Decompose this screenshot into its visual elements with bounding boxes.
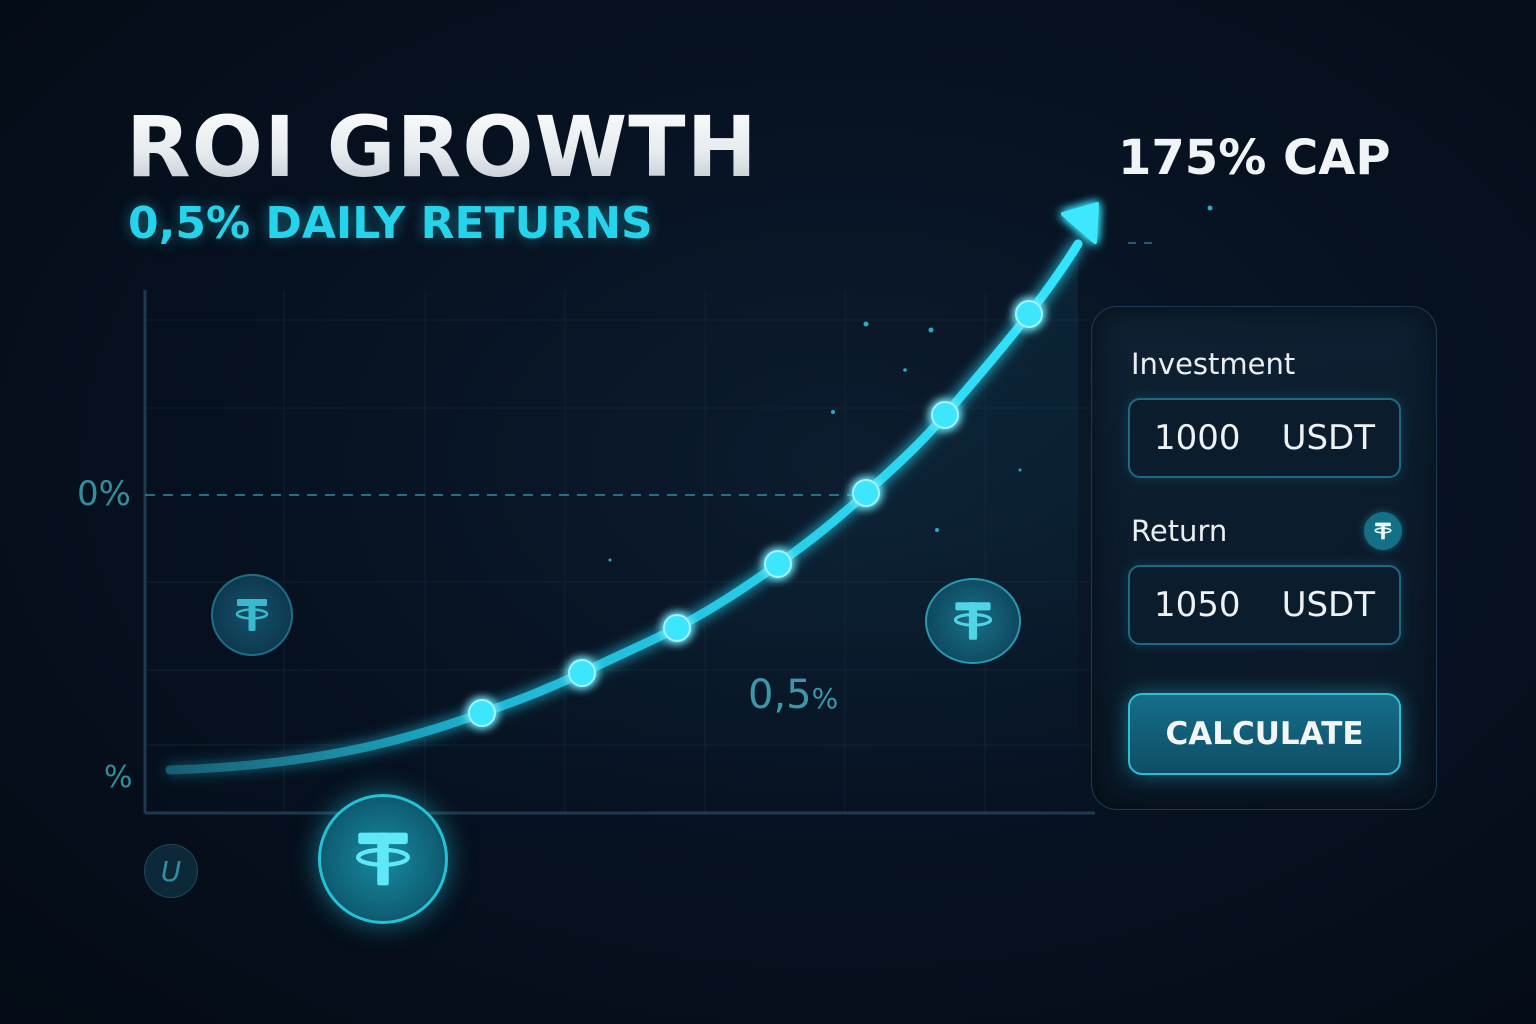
return-value: 1050	[1154, 585, 1241, 625]
return-output[interactable]: 1050 USDT	[1128, 565, 1401, 645]
curve-marker-5	[852, 479, 880, 507]
tether-icon	[953, 602, 993, 640]
investment-value: 1000	[1154, 418, 1241, 458]
tether-coin-bottom	[318, 794, 448, 924]
tether-coin-left	[211, 574, 293, 656]
tether-icon	[235, 599, 269, 631]
tether-icon	[1364, 512, 1402, 550]
u-coin-icon: U	[144, 844, 198, 898]
investment-label: Investment	[1131, 347, 1296, 381]
investment-currency: USDT	[1281, 418, 1375, 458]
tether-icon	[356, 832, 410, 886]
page-subtitle: 0,5% DAILY RETURNS	[128, 198, 653, 249]
curve-marker-4	[764, 550, 792, 578]
growth-area	[170, 244, 1078, 813]
daily-rate-unit: %	[811, 682, 839, 715]
curve-marker-7	[1015, 300, 1043, 328]
daily-rate-value: 0,5	[748, 672, 812, 718]
growth-arrowhead	[1061, 202, 1099, 244]
curve-marker-1	[468, 699, 496, 727]
calculate-button[interactable]: CALCULATE	[1128, 693, 1401, 775]
return-label: Return	[1131, 514, 1228, 548]
page-title: ROI GROWTH	[126, 98, 758, 196]
investment-input[interactable]: 1000 USDT	[1128, 398, 1401, 478]
tether-coin-right	[925, 578, 1021, 664]
cap-label: 175% CAP	[1118, 130, 1391, 186]
curve-marker-2	[568, 659, 596, 687]
curve-marker-3	[663, 614, 691, 642]
curve-marker-6	[931, 401, 959, 429]
y-axis-label-top: 0%	[77, 474, 131, 514]
return-currency: USDT	[1281, 585, 1375, 625]
y-axis-label-bottom: %	[104, 760, 133, 795]
roi-calculator-panel: Investment 1000 USDT Return 1050 USDT CA…	[1091, 306, 1437, 810]
daily-rate-annotation: 0,5%	[748, 672, 838, 718]
curve-markers	[468, 300, 1043, 727]
